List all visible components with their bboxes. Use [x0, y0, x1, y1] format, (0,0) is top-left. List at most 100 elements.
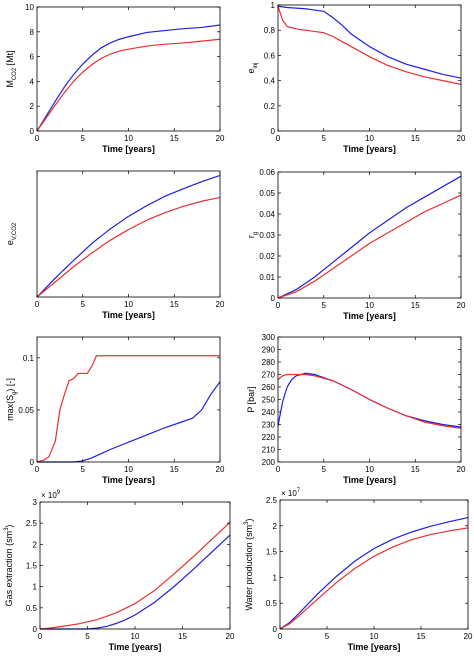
- y-tick-label: 3: [33, 498, 38, 507]
- x-tick-label: 15: [170, 300, 179, 309]
- y-tick-label: 280: [262, 358, 276, 367]
- x-tick-label: 5: [325, 632, 330, 641]
- x-tick-label: 0: [278, 632, 283, 641]
- x-tick-label: 20: [216, 134, 225, 143]
- y-tick-label: 1: [271, 1, 276, 10]
- series-line-red: [277, 373, 462, 429]
- y-tick-label: 210: [262, 446, 276, 455]
- y-tick-label: 0.1: [23, 354, 35, 363]
- x-axis-label: Time [years]: [343, 475, 396, 485]
- chart-5: 0 5 10 15 20 0 0.05 0.1 Time [years] max(Sg) [-]: [5, 336, 225, 485]
- x-axis-label: Time [years]: [348, 642, 401, 652]
- x-axis-label: Time [years]: [343, 144, 396, 154]
- y-tick-label: 290: [262, 346, 276, 355]
- x-tick-label: 10: [370, 632, 379, 641]
- y-tick-label: 0.01: [259, 273, 275, 282]
- x-tick-label: 10: [124, 465, 133, 474]
- x-tick-label: 20: [457, 134, 466, 143]
- x-tick-label: 5: [322, 134, 327, 143]
- y-tick-label: 0.6: [264, 51, 276, 60]
- y-axis-label: rg: [246, 232, 259, 238]
- x-tick-label: 0: [276, 134, 281, 143]
- y-tick-label: 2: [30, 102, 35, 111]
- y-tick-label: 0.03: [259, 231, 275, 240]
- y-tick-label: 0.2: [264, 102, 276, 111]
- x-tick-label: 5: [81, 465, 86, 474]
- y-tick-label: 1.5: [266, 548, 278, 557]
- x-tick-label: 10: [124, 300, 133, 309]
- x-tick-label: 0: [35, 465, 40, 474]
- y-tick-label: 0.04: [259, 210, 275, 219]
- x-tick-label: 20: [216, 465, 225, 474]
- y-axis-label: einj: [246, 62, 259, 73]
- x-tick-label: 15: [417, 632, 426, 641]
- y-tick-label: 0.02: [259, 252, 275, 261]
- x-axis-label: Time [years]: [102, 475, 155, 485]
- x-tick-label: 5: [85, 632, 90, 641]
- x-tick-label: 15: [411, 465, 420, 474]
- axes-frame: [39, 501, 231, 630]
- series-line-red: [277, 6, 462, 85]
- x-tick-label: 0: [38, 632, 43, 641]
- y-tick-label: 0: [273, 625, 278, 634]
- x-axis-label: Time [years]: [102, 144, 155, 154]
- chart-6: 0 5 10 15 20 200 210 220 230 240 250 260 270 280 290 30…: [246, 333, 466, 485]
- axis-multiplier: × 107: [281, 488, 301, 498]
- chart-4: 0 5 10 15 20 0 0.01 0.02 0.03 0.04 0.05 0.06 Time [y…: [246, 168, 466, 321]
- x-tick-label: 15: [170, 465, 179, 474]
- series-line-red: [36, 196, 221, 298]
- series-line-red: [36, 38, 221, 132]
- y-axis-label: max(Sg) [-]: [5, 378, 18, 421]
- y-tick-label: 4: [30, 77, 35, 86]
- x-axis-label: Time [years]: [109, 642, 162, 652]
- axes-frame: [277, 171, 462, 299]
- y-tick-label: 0.5: [266, 599, 278, 608]
- x-axis-label: Time [years]: [343, 311, 396, 321]
- series-line-blue: [36, 174, 221, 298]
- x-tick-label: 10: [131, 632, 140, 641]
- x-tick-label: 15: [170, 134, 179, 143]
- series-line-blue: [277, 5, 462, 79]
- y-tick-label: 6: [30, 53, 35, 62]
- chart-7: 0 5 10 15 20 0 0.5 1 1.5 2 2.5 3 Time [years] Gas ext…: [4, 490, 235, 652]
- x-tick-label: 20: [216, 300, 225, 309]
- y-tick-label: 2.5: [26, 519, 38, 528]
- y-tick-label: 0.5: [26, 604, 38, 613]
- y-axis-label: MCO2 [Mt]: [5, 50, 18, 87]
- y-tick-label: 240: [262, 408, 276, 417]
- axes-frame: [279, 499, 469, 630]
- y-tick-label: 2: [273, 522, 278, 531]
- series-line-red: [36, 355, 220, 463]
- series-line-blue: [40, 534, 231, 630]
- y-tick-label: 0: [30, 127, 35, 136]
- x-tick-label: 5: [322, 465, 327, 474]
- y-tick-label: 0.05: [18, 406, 34, 415]
- y-tick-label: 2.5: [266, 496, 278, 505]
- y-axis-label: P [bar]: [246, 386, 256, 412]
- x-tick-label: 20: [457, 301, 466, 310]
- y-tick-label: 8: [30, 28, 35, 37]
- axis-multiplier: × 109: [41, 490, 61, 500]
- x-tick-label: 10: [365, 134, 374, 143]
- y-tick-label: 0.06: [259, 168, 275, 177]
- y-tick-label: 1.5: [26, 562, 38, 571]
- x-tick-label: 20: [226, 632, 235, 641]
- series-line-blue: [279, 516, 469, 630]
- y-tick-label: 270: [262, 371, 276, 380]
- y-axis-label: eV,CO2: [5, 222, 18, 245]
- y-tick-label: 1: [33, 583, 38, 592]
- x-tick-label: 0: [35, 134, 40, 143]
- x-tick-label: 15: [178, 632, 187, 641]
- chart-8: 0 5 10 15 20 0 0.5 1 1.5 2 2.5 Time [years] Water pr…: [244, 488, 473, 652]
- x-tick-label: 0: [35, 300, 40, 309]
- x-tick-label: 15: [411, 301, 420, 310]
- y-tick-label: 200: [262, 458, 276, 467]
- series-line-red: [277, 194, 462, 299]
- x-tick-label: 5: [81, 134, 86, 143]
- chart-2: 0 5 10 15 20 0 0.2 0.4 0.6 0.8 1 Time [years] einj: [246, 1, 466, 154]
- x-tick-label: 20: [457, 465, 466, 474]
- y-axis-label: Gas extraction (sm3): [4, 525, 14, 607]
- y-tick-label: 2: [33, 540, 38, 549]
